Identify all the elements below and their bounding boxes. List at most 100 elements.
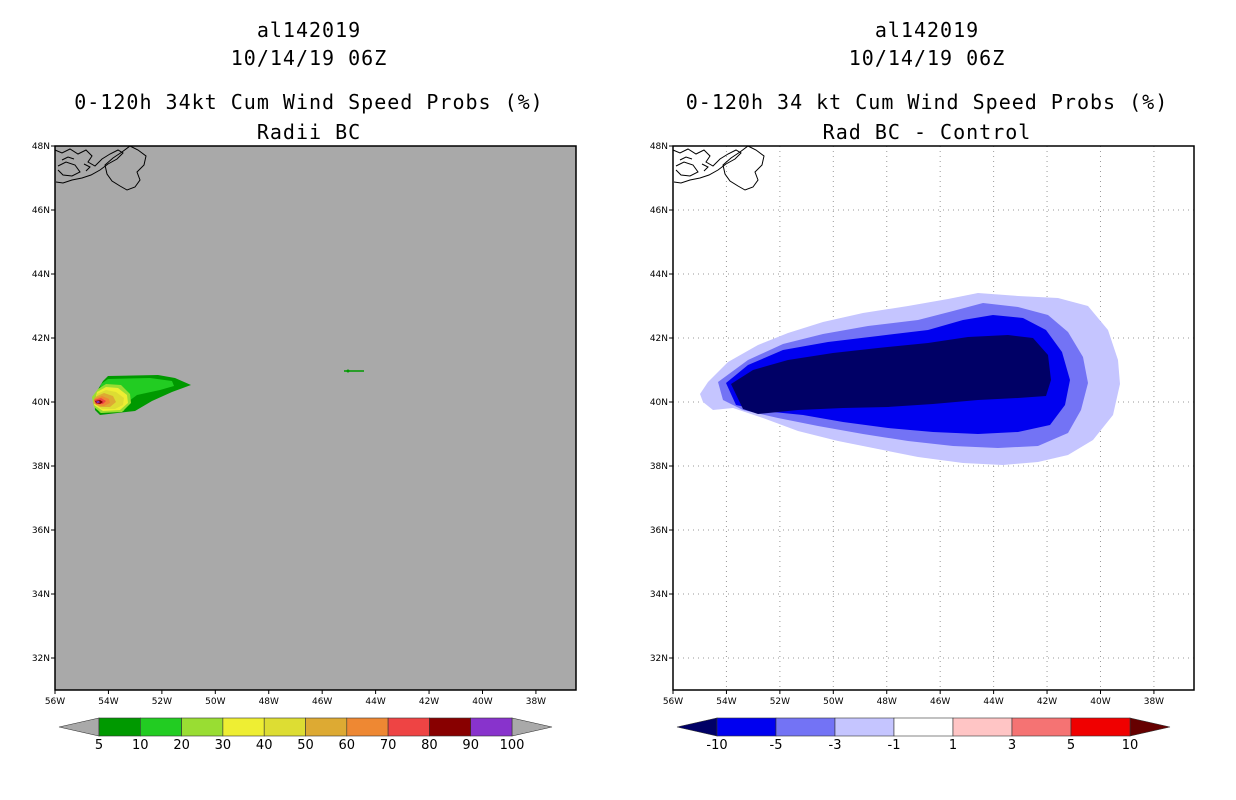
left-probability-contours: [92, 375, 191, 415]
colorbar-label: 30: [215, 738, 232, 753]
colorbar-swatch: [222, 717, 265, 737]
lat-tick-label: 34N: [32, 590, 50, 600]
lat-tick-label: 36N: [650, 526, 668, 536]
right-map-frame: [672, 145, 1195, 691]
colorbar-label: 60: [339, 738, 356, 753]
right-map: 56W 54W 52W 50W 48W 46W 44W 42W 40W 38W 48N 46N 44N 4…: [650, 142, 1195, 753]
colorbar-label: 5: [95, 738, 103, 753]
lon-tick-label: 52W: [770, 697, 790, 707]
colorbar-label: 80: [421, 738, 438, 753]
left-colorbar: 5 10 20 30 40 50 60 70 80 90 100: [58, 717, 553, 753]
left-axis-labels: 56W 54W 52W 50W 48W 46W 44W 42W 40W 38W 48N 46N 44N 4…: [32, 142, 546, 707]
colorbar-label: 3: [1008, 738, 1016, 753]
lat-tick-label: 42N: [650, 334, 668, 344]
lon-tick-label: 42W: [419, 697, 439, 707]
lat-tick-label: 48N: [650, 142, 668, 152]
colorbar-label: 20: [173, 738, 190, 753]
lon-tick-label: 48W: [259, 697, 279, 707]
left-subtitle: Radii BC: [256, 120, 362, 144]
left-coastline: [54, 145, 147, 191]
colorbar-swatch: [346, 717, 389, 737]
colorbar-swatch: [140, 717, 182, 737]
lat-tick-label: 46N: [650, 206, 668, 216]
colorbar-swatch: [429, 717, 471, 737]
colorbar-label: 1: [949, 738, 957, 753]
colorbar-swatch: [181, 717, 224, 737]
lon-tick-label: 38W: [526, 697, 546, 707]
right-coastline: [672, 145, 765, 191]
colorbar-swatch: [98, 717, 141, 737]
colorbar-swatch: [952, 717, 1013, 737]
contour-100pct: [96, 401, 100, 403]
colorbar-label: 100: [500, 738, 525, 753]
left-map-frame: [54, 145, 577, 691]
lon-tick-label: 54W: [716, 697, 736, 707]
colorbar-swatch: [893, 717, 954, 737]
lon-tick-label: 44W: [983, 697, 1003, 707]
right-datetime: 10/14/19 06Z: [848, 46, 1006, 70]
left-product-title: 0-120h 34kt Cum Wind Speed Probs (%): [74, 90, 544, 114]
colorbar-label: 5: [1067, 738, 1075, 753]
lon-tick-label: 38W: [1144, 697, 1164, 707]
right-panel: al142019 10/14/19 06Z 0-120h 34 kt Cum W…: [618, 0, 1236, 800]
left-datetime: 10/14/19 06Z: [230, 46, 388, 70]
lon-tick-label: 50W: [205, 697, 225, 707]
colorbar-label: -1: [888, 738, 901, 753]
colorbar-swatch: [263, 717, 306, 737]
colorbar-swatch: [1011, 717, 1072, 737]
colorbar-label: -5: [770, 738, 783, 753]
colorbar-label: -3: [829, 738, 842, 753]
right-product-title: 0-120h 34 kt Cum Wind Speed Probs (%): [685, 90, 1169, 114]
colorbar-swatch: [387, 717, 430, 737]
lat-tick-label: 40N: [32, 398, 50, 408]
left-storm-id: al142019: [256, 18, 362, 42]
lon-tick-label: 46W: [312, 697, 332, 707]
colorbar-swatch: [775, 717, 836, 737]
lat-tick-label: 32N: [32, 654, 50, 664]
right-colorbar: -10 -5 -3 -1 1 3 5 10: [676, 717, 1171, 753]
colorbar-swatch: [470, 717, 513, 737]
lat-tick-label: 36N: [32, 526, 50, 536]
colorbar-under-triangle: [58, 717, 100, 737]
lon-tick-label: 56W: [45, 697, 65, 707]
lon-tick-label: 46W: [930, 697, 950, 707]
lat-tick-label: 42N: [32, 334, 50, 344]
colorbar-swatch: [1070, 717, 1131, 737]
lon-tick-label: 50W: [823, 697, 843, 707]
lat-tick-label: 46N: [32, 206, 50, 216]
lon-tick-label: 40W: [1090, 697, 1110, 707]
lat-tick-label: 48N: [32, 142, 50, 152]
colorbar-swatch: [834, 717, 895, 737]
lon-tick-label: 42W: [1037, 697, 1057, 707]
right-difference-contours: [700, 293, 1120, 465]
right-subtitle: Rad BC - Control: [822, 120, 1032, 144]
lon-tick-label: 52W: [152, 697, 172, 707]
lat-tick-label: 38N: [650, 462, 668, 472]
lat-tick-label: 32N: [650, 654, 668, 664]
colorbar-swatch: [305, 717, 348, 737]
colorbar-over-triangle: [1129, 717, 1171, 737]
colorbar-label: 10: [1122, 738, 1139, 753]
track-marker: [344, 369, 364, 373]
colorbar-under-triangle: [676, 717, 718, 737]
colorbar-label: 10: [132, 738, 149, 753]
colorbar-label: -10: [706, 738, 727, 753]
contour-minus10: [731, 335, 1051, 414]
colorbar-label: 40: [256, 738, 273, 753]
right-axis-labels: 56W 54W 52W 50W 48W 46W 44W 42W 40W 38W 48N 46N 44N 4…: [650, 142, 1164, 707]
lat-tick-label: 44N: [32, 270, 50, 280]
lon-tick-label: 40W: [472, 697, 492, 707]
lat-tick-label: 34N: [650, 590, 668, 600]
colorbar-over-triangle: [511, 717, 553, 737]
lat-tick-label: 40N: [650, 398, 668, 408]
left-map-background: [55, 146, 576, 690]
left-map: 56W 54W 52W 50W 48W 46W 44W 42W 40W 38W 48N 46N 44N 4…: [32, 142, 577, 753]
lon-tick-label: 56W: [663, 697, 683, 707]
lat-tick-label: 38N: [32, 462, 50, 472]
right-storm-id: al142019: [874, 18, 980, 42]
lat-tick-label: 44N: [650, 270, 668, 280]
colorbar-label: 50: [297, 738, 314, 753]
colorbar-label: 90: [462, 738, 479, 753]
lon-tick-label: 54W: [98, 697, 118, 707]
lon-tick-label: 44W: [365, 697, 385, 707]
